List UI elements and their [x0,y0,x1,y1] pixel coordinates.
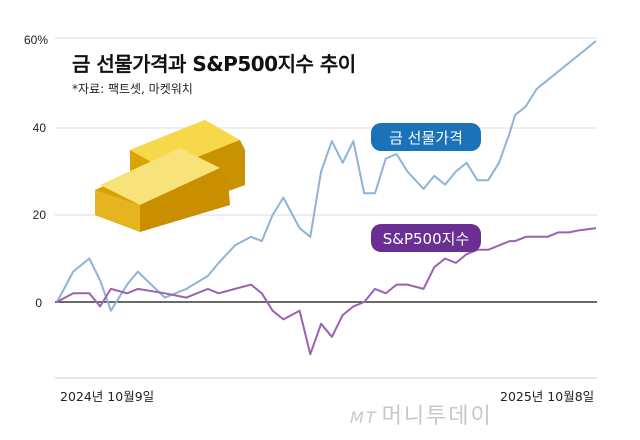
gold-bars-image [95,120,245,232]
legend-sp500-badge: S&P500지수 [371,224,481,252]
y-tick-20: 20 [32,208,46,222]
watermark-mt: MT [350,408,378,427]
legend-gold-badge: 금 선물가격 [371,123,481,151]
y-tick-40: 40 [32,121,46,135]
x-label-start: 2024년 10월9일 [60,389,155,404]
gold-price-line [56,40,597,312]
y-tick-60: 60% [23,33,48,47]
watermark-name: 머니투데이 [381,404,493,429]
sp500-line [56,227,597,356]
chart-source: *자료: 팩트셋, 마켓워치 [72,82,193,96]
x-label-end: 2025년 10월8일 [500,389,595,404]
chart-title: 금 선물가격과 S&P500지수 추이 [72,52,356,76]
watermark-logo: MT 머니투데이 [350,398,493,430]
y-tick-0: 0 [35,296,42,310]
